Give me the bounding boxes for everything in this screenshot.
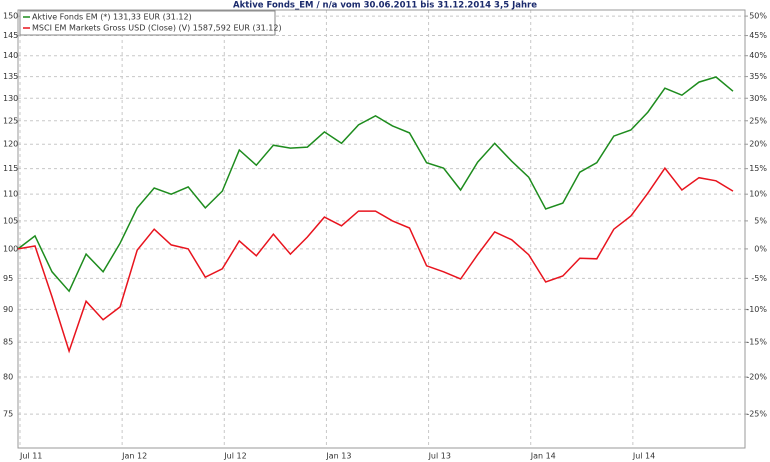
y2-tick-label: -20% — [746, 373, 767, 382]
y2-tick-label: 45% — [749, 31, 767, 40]
y2-tick-label: -5% — [751, 274, 767, 283]
y2-tick-label: 10% — [749, 190, 767, 199]
y2-tick-label: -25% — [746, 410, 767, 419]
y-tick-label: 135 — [3, 72, 18, 81]
x-tick-label: Jul 13 — [428, 452, 451, 461]
x-tick-label: Jul 12 — [223, 452, 246, 461]
y-tick-label: 145 — [3, 31, 18, 40]
y2-tick-label: 15% — [749, 164, 767, 173]
legend-label: Aktive Fonds EM (*) 131,33 EUR (31.12) — [32, 13, 192, 22]
y-tick-label: 105 — [3, 216, 18, 225]
y-tick-label: 150 — [3, 12, 18, 21]
series-line — [17, 76, 734, 293]
y-tick-label: 110 — [3, 190, 18, 199]
x-tick-label: Jul 14 — [632, 452, 655, 461]
y-tick-label: 95 — [3, 274, 13, 283]
y2-tick-label: 0% — [754, 244, 767, 253]
x-tick-label: Jan 12 — [121, 452, 147, 461]
plot-frame — [17, 9, 746, 449]
y-tick-label: 85 — [3, 338, 13, 347]
x-tick-label: Jan 13 — [325, 452, 351, 461]
y2-tick-label: 30% — [749, 94, 767, 103]
x-tick-label: Jan 14 — [530, 452, 556, 461]
y-tick-label: 120 — [3, 140, 18, 149]
y2-tick-label: -10% — [746, 305, 767, 314]
y2-tick-label: 35% — [749, 72, 767, 81]
y2-tick-label: 5% — [754, 216, 767, 225]
y2-tick-label: 20% — [749, 140, 767, 149]
y2-tick-label: 50% — [749, 12, 767, 21]
y-tick-label: 75 — [3, 410, 13, 419]
y-tick-label: 125 — [3, 116, 18, 125]
y-tick-label: 100 — [3, 244, 18, 253]
chart-title: Aktive Fonds_EM / n/a vom 30.06.2011 bis… — [233, 1, 537, 11]
y-tick-label: 80 — [3, 373, 13, 382]
y2-tick-label: -15% — [746, 338, 767, 347]
y-tick-label: 140 — [3, 51, 18, 60]
y2-tick-label: 40% — [749, 51, 767, 60]
legend-label: MSCI EM Markets Gross USD (Close) (V) 15… — [32, 24, 282, 33]
y2-tick-label: 25% — [749, 116, 767, 125]
legend-box — [19, 10, 276, 36]
y-tick-label: 115 — [3, 164, 18, 173]
y-tick-label: 130 — [3, 94, 18, 103]
series-line — [17, 166, 734, 354]
x-tick-label: Jul 11 — [19, 452, 42, 461]
y-tick-label: 90 — [3, 305, 13, 314]
